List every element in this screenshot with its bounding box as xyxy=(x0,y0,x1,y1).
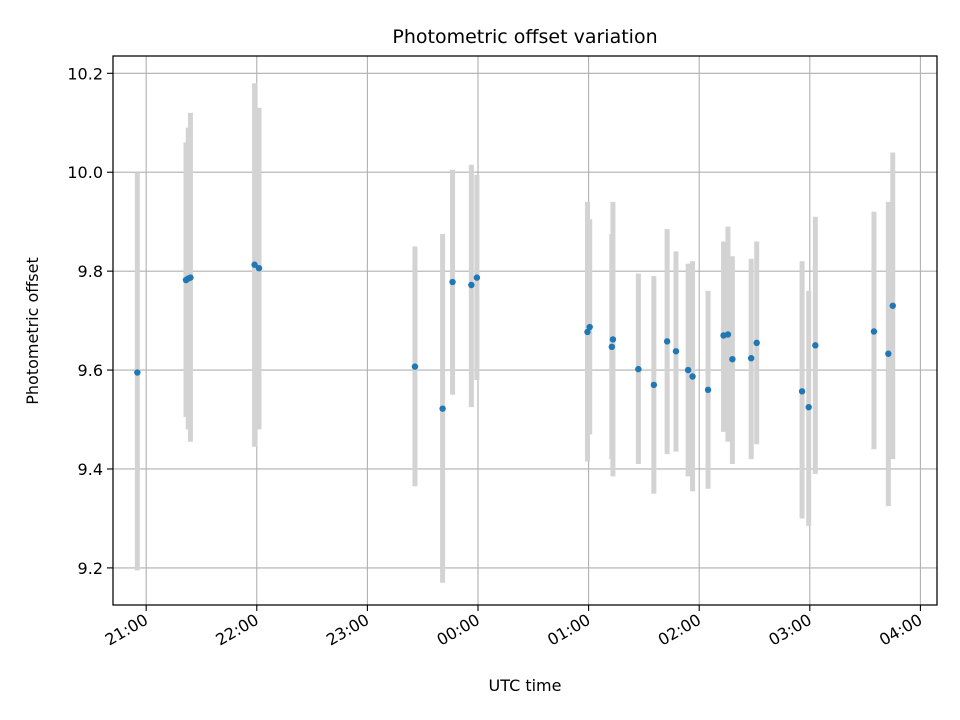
data-point xyxy=(187,274,194,281)
y-axis-label: Photometric offset xyxy=(23,257,42,405)
chart-title: Photometric offset variation xyxy=(392,26,657,48)
data-point xyxy=(439,405,446,412)
y-tick-label: 10.0 xyxy=(67,163,103,182)
data-point xyxy=(584,328,591,336)
data-point xyxy=(255,264,263,272)
y-tick-label: 10.2 xyxy=(67,64,103,83)
data-point xyxy=(689,373,696,380)
data-point xyxy=(724,331,732,338)
data-point xyxy=(805,403,812,411)
data-points xyxy=(134,261,896,412)
data-point xyxy=(609,336,617,343)
y-tick-label: 9.8 xyxy=(78,262,103,281)
data-point xyxy=(650,381,658,389)
data-point xyxy=(411,363,419,370)
x-axis-label: UTC time xyxy=(489,676,562,695)
y-tick-label: 9.6 xyxy=(78,361,103,380)
data-point xyxy=(870,328,878,335)
data-point xyxy=(704,386,712,394)
data-point xyxy=(672,348,680,355)
data-point xyxy=(885,350,892,357)
data-point xyxy=(747,354,755,362)
data-point xyxy=(812,342,819,349)
data-point xyxy=(889,302,896,309)
data-point xyxy=(798,388,806,395)
data-point xyxy=(684,366,692,374)
y-axis-ticks: 9.2 9.4 9.6 9.8 10.0 10.2 xyxy=(67,64,113,578)
data-point xyxy=(663,338,671,345)
plot-frame xyxy=(112,55,938,606)
data-point xyxy=(608,343,616,351)
data-point xyxy=(729,355,736,363)
y-tick-label: 9.2 xyxy=(78,559,103,578)
data-point xyxy=(251,261,258,268)
data-point xyxy=(134,369,141,376)
data-point xyxy=(468,281,475,289)
data-point xyxy=(449,278,456,286)
data-point xyxy=(753,339,760,347)
data-point xyxy=(635,365,642,373)
data-point xyxy=(586,323,593,331)
data-point xyxy=(473,274,481,281)
y-tick-label: 9.4 xyxy=(78,460,103,479)
